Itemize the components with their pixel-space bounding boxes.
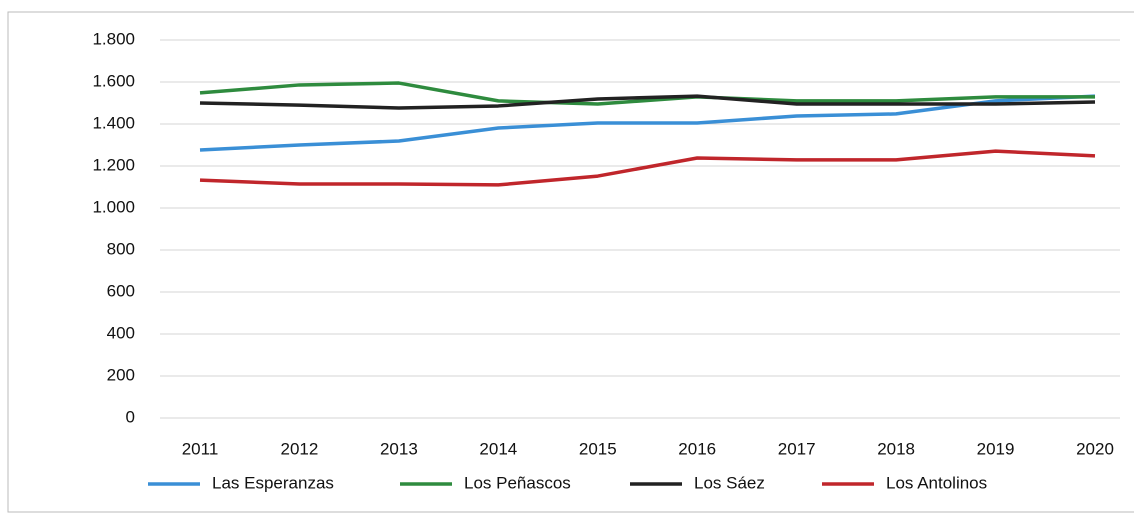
y-tick-label: 0 xyxy=(126,407,135,426)
x-tick-label: 2013 xyxy=(380,439,418,458)
series-line xyxy=(199,81,1095,106)
y-tick-label: 1.400 xyxy=(92,113,135,132)
x-tick-label: 2011 xyxy=(182,439,219,458)
legend-label: Los Antolinos xyxy=(886,473,987,492)
x-tick-label: 2014 xyxy=(479,439,517,458)
y-tick-label: 800 xyxy=(107,239,135,258)
y-tick-label: 1.800 xyxy=(92,29,135,48)
chart-frame xyxy=(7,11,1134,513)
x-tick-label: 2012 xyxy=(281,439,319,458)
y-tick-label: 1.600 xyxy=(92,71,135,90)
x-tick-label: 2016 xyxy=(678,439,716,458)
legend-label: Los Peñascos xyxy=(464,473,571,492)
x-tick-label: 2017 xyxy=(778,439,816,458)
y-tick-label: 200 xyxy=(107,365,135,384)
x-tick-label: 2019 xyxy=(977,439,1015,458)
y-tick-label: 600 xyxy=(107,281,135,300)
y-tick-label: 400 xyxy=(107,323,135,342)
legend-label: Las Esperanzas xyxy=(212,473,334,492)
legend-label: Los Sáez xyxy=(694,473,765,492)
series-line xyxy=(199,94,1096,110)
series-line xyxy=(199,94,1096,152)
series-line xyxy=(199,149,1096,187)
y-tick-label: 1.000 xyxy=(92,197,135,216)
x-tick-label: 2015 xyxy=(579,439,617,458)
x-tick-label: 2018 xyxy=(877,439,915,458)
y-tick-label: 1.200 xyxy=(92,155,135,174)
x-tick-label: 2020 xyxy=(1076,439,1114,458)
